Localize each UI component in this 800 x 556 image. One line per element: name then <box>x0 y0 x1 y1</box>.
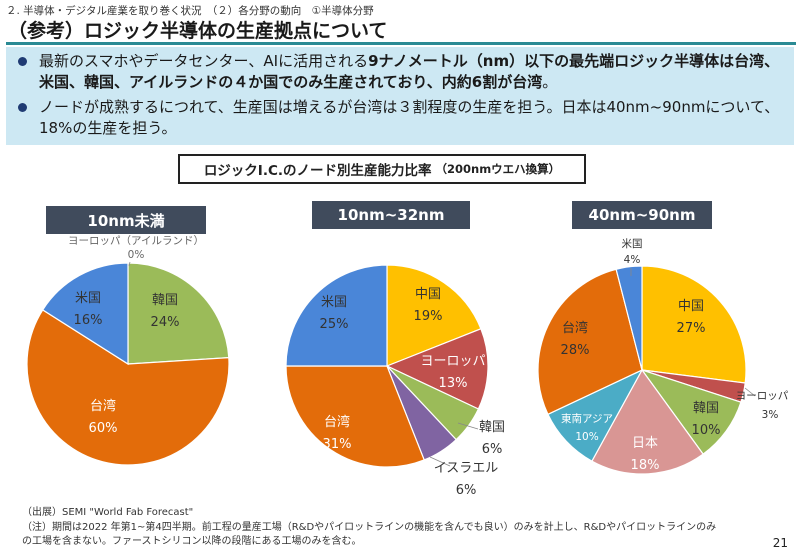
pie-slice-1-5 <box>285 264 388 367</box>
pie-header-2: 10nm~32nm <box>312 201 470 229</box>
slice-label-0-3: 米国 <box>75 291 101 306</box>
bullet-dot-icon <box>18 103 27 112</box>
slice-label-2-1: ヨーロッパ <box>736 390 789 402</box>
page-title: （参考）ロジック半導体の生産拠点について <box>8 20 388 42</box>
slice-label-1-3: イスラエル <box>434 461 499 476</box>
slice-value-2-2: 10% <box>692 423 721 438</box>
slice-label-1-5: 米国 <box>321 295 347 310</box>
bullet-text-bold: 9ナノメートル（nm）以下の最先端ロジック半導体は台湾、米国、韓国、アイルランド… <box>39 52 780 91</box>
slice-label-2-5: 台湾 <box>562 320 588 336</box>
slice-label-2-3: 日本 <box>632 436 658 451</box>
leader-line-1-2 <box>457 422 479 430</box>
bullet-dot-icon <box>18 57 27 66</box>
bullet-text: ノードが成熟するにつれて、生産国は増えるが台湾は３割程度の生産を担う。日本は40… <box>39 98 780 137</box>
pie-slice-0-2 <box>26 309 230 466</box>
bullet-text-normal: 最新のスマホやデータセンター、AIに活用される <box>39 52 369 70</box>
bullet-text: 最新のスマホやデータセンター、AIに活用される9ナノメートル（nm）以下の最先端… <box>39 51 792 93</box>
slice-label-2-6: 米国 <box>622 237 643 250</box>
slice-value-0-0: 0% <box>128 249 145 261</box>
slice-label-0-1: 韓国 <box>152 293 178 308</box>
slice-value-0-3: 16% <box>74 313 103 328</box>
slice-value-1-5: 25% <box>320 317 349 332</box>
pie-slice-0-3 <box>41 262 129 366</box>
source-note: （出展）SEMI "World Fab Forecast" <box>22 507 194 518</box>
slice-value-2-5: 28% <box>561 343 590 358</box>
pie-chart-under-10nm: ヨーロッパ（アイルランド） 0% 韓国 24% 台湾 60% 米国 16% <box>26 235 230 466</box>
pie-chart-10-32nm: 中国 19% ヨーロッパ 13% 韓国 6% イスラエル 6% 台湾 31% 米国 25% <box>285 264 505 498</box>
slice-value-0-2: 60% <box>89 421 118 436</box>
pie-slice-2-5 <box>537 268 643 416</box>
slice-value-2-1: 3% <box>762 409 779 421</box>
title-divider <box>6 42 796 45</box>
slice-value-1-2: 6% <box>482 442 503 457</box>
slice-value-1-3: 6% <box>456 483 477 498</box>
page-number: 21 <box>772 536 788 550</box>
bullet-text-end: 。 <box>542 73 558 91</box>
footnote-line-2: の工場を含まない。ファーストシリコン以降の段階にある工場のみを含む。 <box>22 536 362 547</box>
slice-label-1-2: 韓国 <box>479 420 505 435</box>
slice-label-2-0: 中国 <box>678 299 704 314</box>
chart-title-main: ロジックI.C.のノード別生産能力比率 <box>203 163 432 179</box>
slice-value-2-6: 4% <box>624 254 641 266</box>
pie-slice-1-0 <box>386 264 482 367</box>
pie-header-3: 40nm~90nm <box>572 201 712 229</box>
pie-slice-0-1 <box>127 262 230 365</box>
slice-label-2-2: 韓国 <box>693 401 719 416</box>
slice-value-0-1: 24% <box>151 315 180 330</box>
slice-label-1-4: 台湾 <box>324 414 350 430</box>
breadcrumb: ２. 半導体・デジタル産業を取り巻く状況 （２）各分野の動向 ①半導体分野 <box>6 5 374 17</box>
pie-slice-2-6 <box>615 265 643 371</box>
leader-line-2-1 <box>744 387 756 397</box>
slice-value-2-0: 27% <box>677 321 706 336</box>
pie-slice-2-3 <box>591 368 704 475</box>
slice-value-1-0: 19% <box>414 309 443 324</box>
footnote-line-1: （注）期間は2022 年第1~第4四半期。前工程の量産工場（R&Dやパイロットラ… <box>22 522 717 533</box>
slice-value-1-4: 31% <box>323 437 352 452</box>
chart-title-sub: （200nmウエハ換算） <box>435 162 561 176</box>
pie-slice-1-1 <box>385 328 489 410</box>
leader-line-0-0 <box>128 261 131 267</box>
slice-label-0-2: 台湾 <box>90 398 116 414</box>
slice-value-2-3: 18% <box>631 458 660 473</box>
pie-slice-1-4 <box>285 365 425 468</box>
pie-chart-40-90nm: 中国 27% ヨーロッパ 3% 韓国 10% 日本 18% 東南アジア 10% 台湾 28% 米国 4% <box>537 237 789 475</box>
chart-title: ロジックI.C.のノード別生産能力比率 （200nmウエハ換算） <box>178 154 586 184</box>
summary-bullet-2: ノードが成熟するにつれて、生産国は増えるが台湾は３割程度の生産を担う。日本は40… <box>12 97 792 139</box>
pie-slice-2-0 <box>641 265 747 384</box>
pie-header-1: 10nm未満 <box>46 206 206 234</box>
slice-value-2-4: 10% <box>575 431 598 443</box>
slice-label-0-0: ヨーロッパ（アイルランド） <box>68 235 204 247</box>
slice-value-1-1: 13% <box>439 376 468 391</box>
summary-bullet-1: 最新のスマホやデータセンター、AIに活用される9ナノメートル（nm）以下の最先端… <box>12 51 792 93</box>
leader-line-1-3 <box>429 456 451 467</box>
slice-label-2-4: 東南アジア <box>561 412 613 425</box>
slice-label-1-0: 中国 <box>415 287 441 302</box>
summary-box: 最新のスマホやデータセンター、AIに活用される9ナノメートル（nm）以下の最先端… <box>6 47 794 145</box>
slice-label-1-1: ヨーロッパ <box>420 354 485 369</box>
